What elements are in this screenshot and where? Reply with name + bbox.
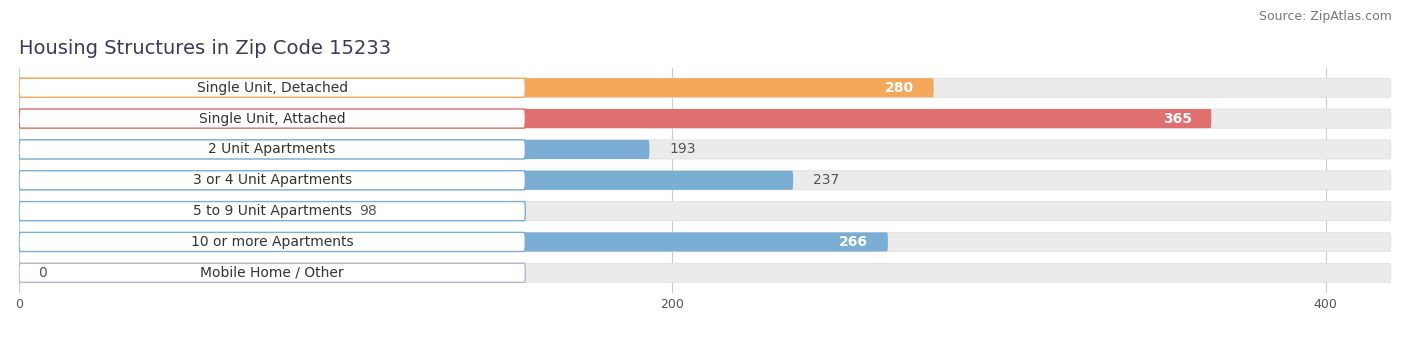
Text: 5 to 9 Unit Apartments: 5 to 9 Unit Apartments (193, 204, 352, 218)
Text: 98: 98 (359, 204, 377, 218)
FancyBboxPatch shape (20, 78, 1391, 97)
FancyBboxPatch shape (20, 202, 526, 221)
FancyBboxPatch shape (20, 263, 1391, 282)
Text: Housing Structures in Zip Code 15233: Housing Structures in Zip Code 15233 (20, 39, 391, 58)
FancyBboxPatch shape (20, 109, 526, 128)
FancyBboxPatch shape (20, 78, 934, 97)
FancyBboxPatch shape (20, 233, 1391, 252)
Text: 3 or 4 Unit Apartments: 3 or 4 Unit Apartments (193, 173, 352, 187)
Text: Source: ZipAtlas.com: Source: ZipAtlas.com (1258, 10, 1392, 23)
Text: 10 or more Apartments: 10 or more Apartments (191, 235, 353, 249)
Text: Single Unit, Detached: Single Unit, Detached (197, 81, 347, 95)
FancyBboxPatch shape (20, 171, 793, 190)
FancyBboxPatch shape (20, 109, 1391, 128)
FancyBboxPatch shape (20, 140, 526, 159)
FancyBboxPatch shape (20, 171, 1391, 190)
FancyBboxPatch shape (20, 78, 526, 97)
Text: 237: 237 (813, 173, 839, 187)
FancyBboxPatch shape (20, 109, 1212, 128)
Text: Single Unit, Attached: Single Unit, Attached (198, 112, 346, 125)
Text: 0: 0 (38, 266, 48, 280)
Text: 193: 193 (669, 142, 696, 156)
FancyBboxPatch shape (20, 263, 526, 282)
Text: Mobile Home / Other: Mobile Home / Other (200, 266, 344, 280)
Text: 2 Unit Apartments: 2 Unit Apartments (208, 142, 336, 156)
FancyBboxPatch shape (20, 171, 526, 190)
FancyBboxPatch shape (20, 202, 1391, 221)
FancyBboxPatch shape (20, 202, 339, 221)
FancyBboxPatch shape (20, 233, 889, 252)
Text: 365: 365 (1163, 112, 1192, 125)
FancyBboxPatch shape (20, 140, 1391, 159)
FancyBboxPatch shape (20, 140, 650, 159)
FancyBboxPatch shape (20, 233, 526, 252)
Text: 280: 280 (884, 81, 914, 95)
Text: 266: 266 (839, 235, 869, 249)
